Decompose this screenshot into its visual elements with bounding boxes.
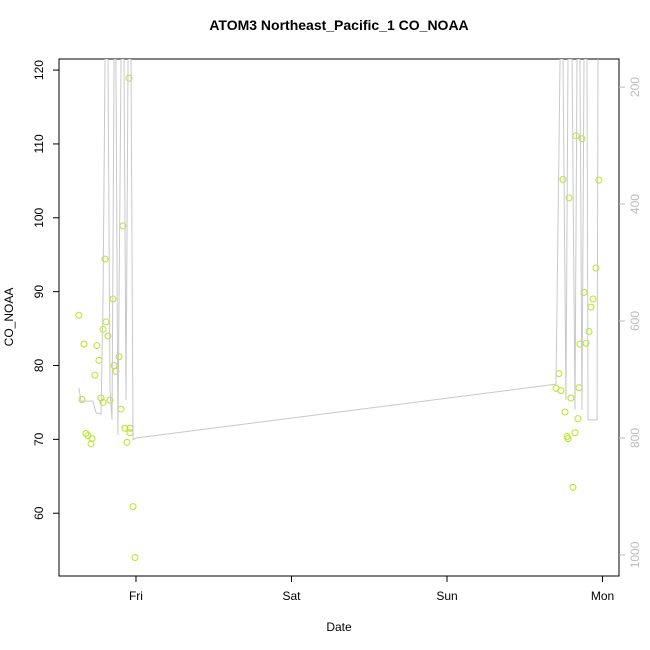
point <box>587 303 595 311</box>
y-tick-label: 60 <box>32 506 46 520</box>
point <box>104 332 112 340</box>
y-tick-label: 70 <box>32 432 46 446</box>
y2-tick-label: 200 <box>628 77 642 97</box>
point <box>123 438 131 446</box>
x-tick-label: Sun <box>436 589 457 603</box>
point <box>93 342 101 350</box>
x-tick-label: Fri <box>129 589 143 603</box>
y2-tick-label: 800 <box>628 428 642 448</box>
point <box>569 483 577 491</box>
y2-tick-label: 400 <box>628 194 642 214</box>
plot-area <box>75 59 603 562</box>
point <box>592 264 600 272</box>
point <box>589 295 597 303</box>
point <box>99 398 107 406</box>
y2-tick-label: 1000 <box>628 541 642 568</box>
point <box>580 288 588 296</box>
y-tick-label: 110 <box>32 134 46 153</box>
x-tick-label: Sat <box>282 589 301 603</box>
chart-title: ATOM3 Northeast_Pacific_1 CO_NOAA <box>209 17 468 33</box>
point <box>567 394 575 402</box>
y-tick-label: 100 <box>32 207 46 227</box>
point <box>121 424 129 432</box>
y-tick-label: 80 <box>32 359 46 373</box>
point <box>88 435 96 443</box>
y-axis-label: CO_NOAA <box>2 288 16 347</box>
pressure-line <box>78 59 599 441</box>
point <box>582 339 590 347</box>
y-tick-label: 120 <box>32 60 46 80</box>
point <box>131 554 139 562</box>
point <box>559 175 567 183</box>
y-tick-label: 90 <box>32 285 46 299</box>
point <box>585 328 593 336</box>
point <box>129 503 137 511</box>
point <box>571 429 579 437</box>
point <box>78 395 86 403</box>
point <box>565 194 573 202</box>
point <box>102 318 110 326</box>
point <box>557 387 565 395</box>
point <box>575 384 583 392</box>
point <box>101 255 109 263</box>
point <box>80 340 88 348</box>
point <box>87 440 95 448</box>
point <box>95 356 103 364</box>
x-axis-label: Date <box>326 620 352 634</box>
point <box>555 370 563 378</box>
point <box>117 405 125 413</box>
x-tick-label: Mon <box>591 589 614 603</box>
point <box>91 371 99 379</box>
point <box>75 311 83 319</box>
point <box>578 135 586 143</box>
point <box>82 429 90 437</box>
plot-box <box>58 58 620 577</box>
point <box>125 74 133 82</box>
point <box>574 415 582 423</box>
point <box>561 408 569 416</box>
y2-tick-label: 600 <box>628 311 642 331</box>
point <box>595 176 603 184</box>
point <box>564 435 572 443</box>
